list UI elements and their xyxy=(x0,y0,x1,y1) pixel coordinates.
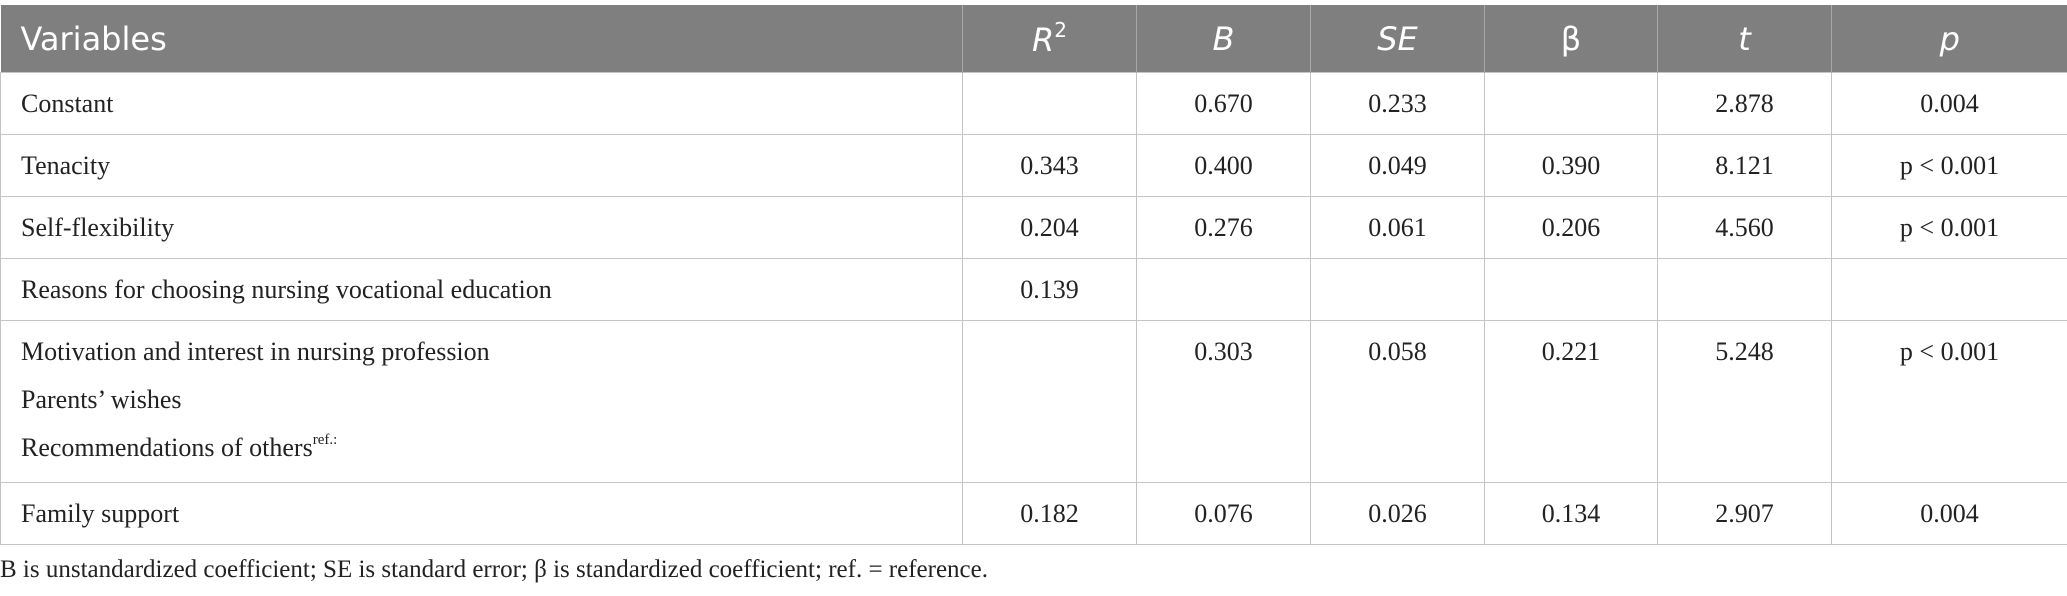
header-cell: R2 xyxy=(962,5,1137,73)
value-cell: 0.139 xyxy=(962,258,1137,321)
variable-cell: Self-flexibility xyxy=(0,196,963,259)
value-cell: 0.026 xyxy=(1310,482,1485,545)
variable-line: Tenacity xyxy=(21,151,111,180)
header-text: R xyxy=(1032,21,1055,59)
value-cell xyxy=(962,72,1137,135)
table-row: Self-flexibility 0.204 0.276 0.061 0.206 4.56… xyxy=(0,196,2067,259)
variable-text: Recommendations of others xyxy=(21,433,313,462)
value-cell xyxy=(1831,258,2067,321)
variable-line: Self-flexibility xyxy=(21,213,175,242)
value-cell: 0.390 xyxy=(1484,134,1658,197)
value-cell: 5.248 xyxy=(1657,320,1832,483)
variable-cell: Family support xyxy=(0,482,963,545)
variable-line: Recommendations of othersref.: xyxy=(21,424,962,472)
table-wrap: Variables R2 B SE β t p Constant 0.670 0.233 2.87… xyxy=(0,5,2067,545)
value-cell: 4.560 xyxy=(1657,196,1832,259)
variable-cell: Motivation and interest in nursing profe… xyxy=(0,320,963,483)
table-row: Constant 0.670 0.233 2.878 0.004 xyxy=(0,72,2067,135)
value-cell xyxy=(1484,258,1658,321)
header-cell: B xyxy=(1136,5,1311,73)
variable-line: Family support xyxy=(21,499,180,528)
table-row: Motivation and interest in nursing profe… xyxy=(0,320,2067,483)
variable-line: Motivation and interest in nursing profe… xyxy=(21,337,490,366)
variable-sup: ref.: xyxy=(312,432,338,448)
table-row: Reasons for choosing nursing vocational … xyxy=(0,258,2067,321)
value-cell xyxy=(1484,72,1658,135)
header-row: Variables R2 B SE β t p xyxy=(0,5,2067,73)
variable-cell: Constant xyxy=(0,72,963,135)
value-cell: p < 0.001 xyxy=(1831,320,2067,483)
value-cell: 0.061 xyxy=(1310,196,1485,259)
header-cell: t xyxy=(1657,5,1832,73)
table-body: Constant 0.670 0.233 2.878 0.004 Tenacity 0.34… xyxy=(0,72,2067,545)
value-cell: 0.204 xyxy=(962,196,1137,259)
value-cell: 0.206 xyxy=(1484,196,1658,259)
value-cell xyxy=(1657,258,1832,321)
value-cell xyxy=(1136,258,1311,321)
variable-line: Constant xyxy=(21,89,114,118)
value-cell: 0.076 xyxy=(1136,482,1311,545)
variable-line: Reasons for choosing nursing vocational … xyxy=(21,275,552,304)
table-row: Family support 0.182 0.076 0.026 0.134 2.907 0… xyxy=(0,482,2067,545)
value-cell: 0.058 xyxy=(1310,320,1485,483)
table-row: Tenacity 0.343 0.400 0.049 0.390 8.121 p < 0.0… xyxy=(0,134,2067,197)
table-note: B is unstandardized coefficient; SE is s… xyxy=(0,556,989,583)
value-cell: p < 0.001 xyxy=(1831,196,2067,259)
value-cell: 0.134 xyxy=(1484,482,1658,545)
regression-table: Variables R2 B SE β t p Constant 0.670 0.233 2.87… xyxy=(0,5,2067,545)
header-cell: SE xyxy=(1310,5,1485,73)
value-cell: 2.878 xyxy=(1657,72,1832,135)
value-cell: 0.276 xyxy=(1136,196,1311,259)
header-cell: β xyxy=(1484,5,1658,73)
value-cell: 0.221 xyxy=(1484,320,1658,483)
value-cell: 0.670 xyxy=(1136,72,1311,135)
variable-line: Parents’ wishes xyxy=(21,385,182,414)
variable-cell: Reasons for choosing nursing vocational … xyxy=(0,258,963,321)
header-cell: Variables xyxy=(0,5,963,73)
header-cell: p xyxy=(1831,5,2067,73)
value-cell: 0.182 xyxy=(962,482,1137,545)
value-cell: 0.233 xyxy=(1310,72,1485,135)
value-cell: p < 0.001 xyxy=(1831,134,2067,197)
variable-cell: Tenacity xyxy=(0,134,963,197)
value-cell: 8.121 xyxy=(1657,134,1832,197)
value-cell: 2.907 xyxy=(1657,482,1832,545)
value-cell xyxy=(962,320,1137,483)
value-cell: 0.400 xyxy=(1136,134,1311,197)
value-cell: 0.004 xyxy=(1831,482,2067,545)
header-sup: 2 xyxy=(1054,18,1067,42)
value-cell xyxy=(1310,258,1485,321)
value-cell: 0.004 xyxy=(1831,72,2067,135)
value-cell: 0.303 xyxy=(1136,320,1311,483)
value-cell: 0.049 xyxy=(1310,134,1485,197)
value-cell: 0.343 xyxy=(962,134,1137,197)
